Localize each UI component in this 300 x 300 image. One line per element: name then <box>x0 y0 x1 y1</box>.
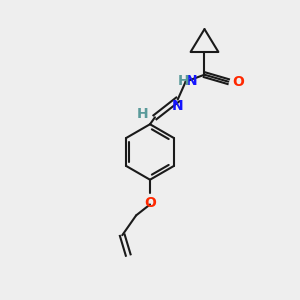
Text: N: N <box>186 74 197 88</box>
Text: O: O <box>232 75 244 88</box>
Text: H: H <box>136 107 148 121</box>
Text: O: O <box>144 196 156 210</box>
Text: N: N <box>172 100 184 113</box>
Text: H: H <box>178 74 189 88</box>
